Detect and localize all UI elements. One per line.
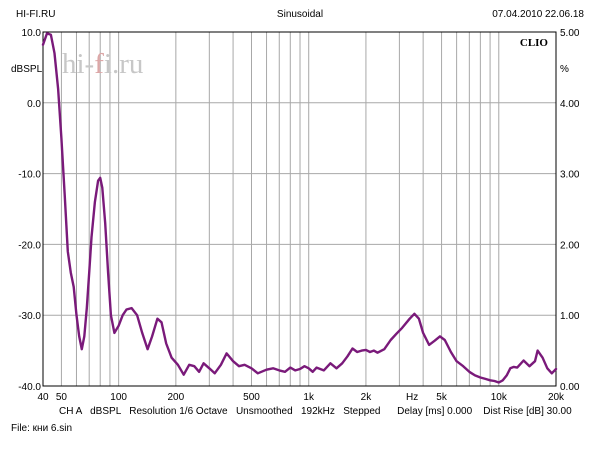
header-timestamp: 07.04.2010 22.06.18 [492, 9, 584, 20]
x-tick-label: 1k [303, 392, 315, 403]
y2-tick-label: 3.00 [560, 170, 580, 181]
x-tick-label: 100 [110, 392, 127, 403]
x-tick-label: 200 [168, 392, 185, 403]
y2-tick-label: 4.00 [560, 99, 580, 110]
y-tick-label: -40.0 [18, 382, 41, 393]
measurement-status-line: CH A dBSPL Resolution 1/6 Octave Unsmoot… [59, 406, 572, 417]
plot-frame [42, 31, 557, 387]
watermark-prefix: hi- [62, 48, 94, 80]
y-tick-label: 10.0 [22, 28, 42, 39]
y2-tick-label: 5.00 [560, 28, 580, 39]
tick-labels: 10.0 0.0 -10.0 -20.0 -30.0 -40.0 5.00 4.00 3.00 2… [18, 28, 580, 403]
x-tick-label: 2k [361, 392, 373, 403]
watermark: hi-fi.ru [62, 48, 143, 80]
y-tick-label: -20.0 [18, 240, 41, 251]
header-left-title: HI-FI.RU [16, 9, 56, 20]
response-curve-0 [41, 32, 558, 384]
y2-tick-label: 0.00 [560, 382, 580, 393]
x-tick-label: 40 [37, 392, 49, 403]
right-axis-unit: % [560, 64, 569, 75]
grid-lines [43, 32, 556, 386]
y2-tick-label: 2.00 [560, 240, 580, 251]
x-tick-label: 5k [436, 392, 448, 403]
watermark-accent: f [94, 48, 104, 80]
x-tick-label: 50 [56, 392, 68, 403]
x-tick-label: 20k [548, 392, 565, 403]
left-axis-unit: dBSPL [11, 64, 43, 75]
watermark-suffix: i.ru [104, 48, 143, 80]
x-tick-label: 500 [243, 392, 260, 403]
x-tick-label: 10k [491, 392, 508, 403]
y-tick-label: 0.0 [27, 99, 41, 110]
y-tick-label: -10.0 [18, 170, 41, 181]
x-tick-label: Hz [406, 392, 418, 403]
file-name-label: File: кни 6.sin [11, 423, 73, 434]
header-center-title: Sinusoidal [276, 9, 324, 20]
y2-tick-label: 1.00 [560, 311, 580, 322]
clio-brand-label: CLIO [520, 37, 549, 49]
series-layer [41, 32, 558, 384]
y-tick-label: -30.0 [18, 311, 41, 322]
